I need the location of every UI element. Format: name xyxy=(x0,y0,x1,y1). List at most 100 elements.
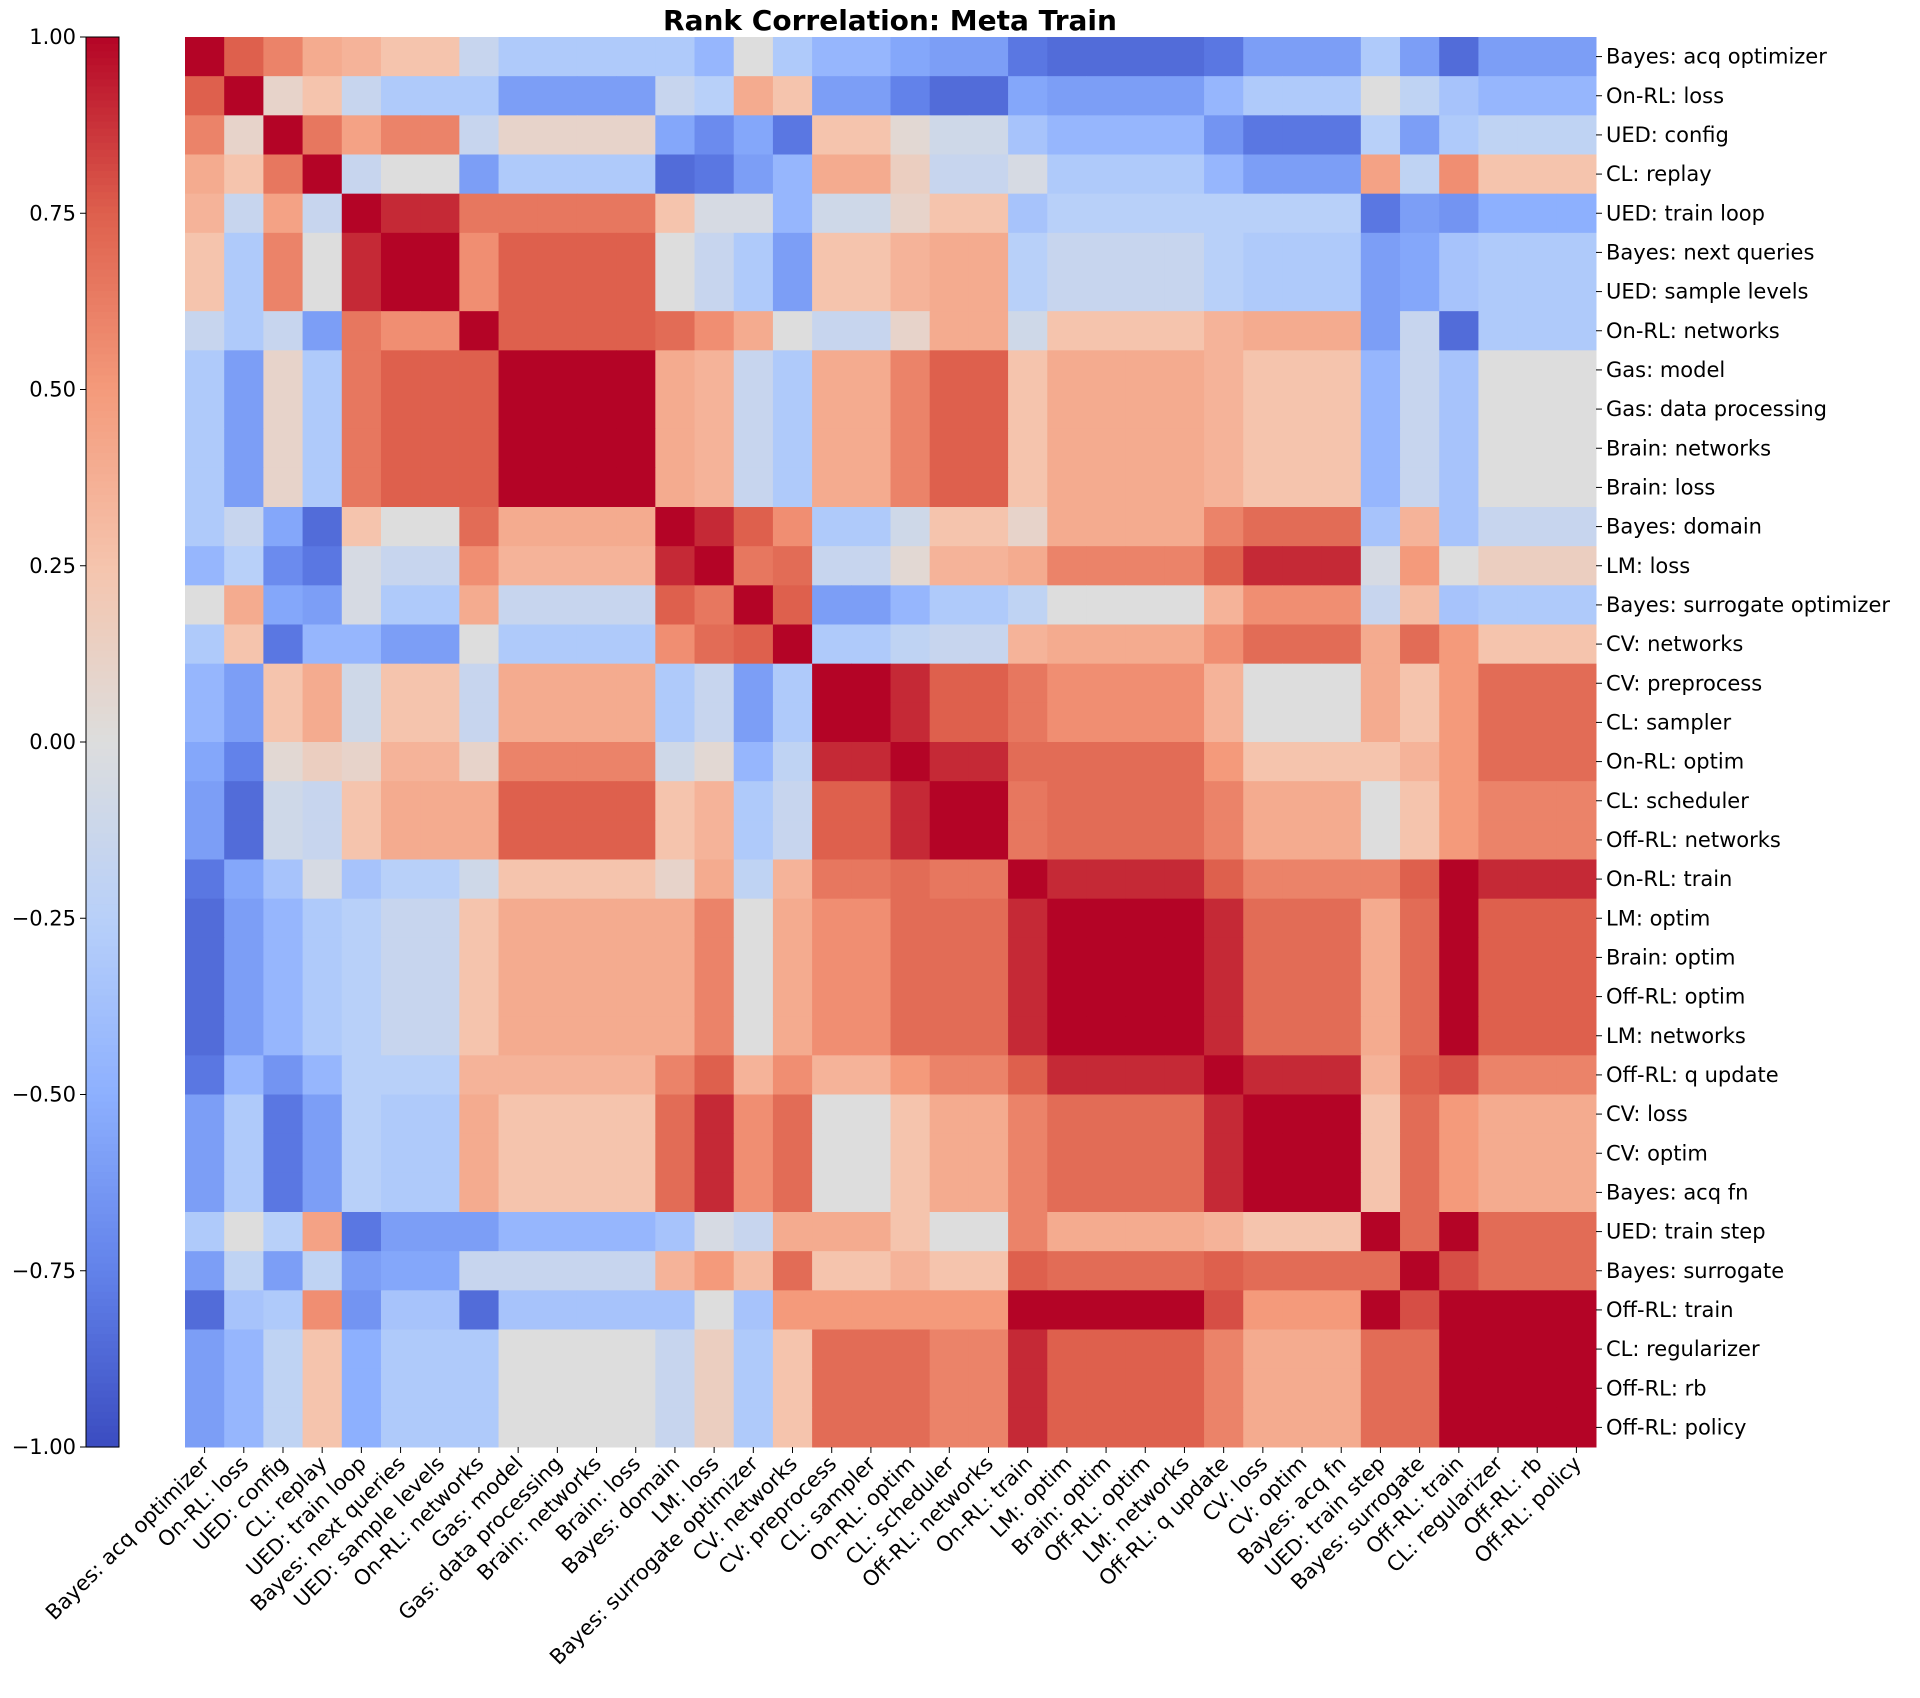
heatmap-cell xyxy=(185,546,225,586)
heatmap-cell xyxy=(1360,1407,1401,1448)
heatmap-cell xyxy=(263,76,304,116)
heatmap-cell xyxy=(1243,781,1283,821)
heatmap-cell xyxy=(1164,937,1205,978)
heatmap-cell xyxy=(224,428,264,469)
heatmap-cell xyxy=(1125,781,1166,821)
row-label: Brain: networks xyxy=(1606,436,1771,460)
heatmap-cell xyxy=(968,1212,1009,1252)
heatmap-cell xyxy=(655,350,696,390)
heatmap-cell xyxy=(1204,272,1244,312)
heatmap-cell xyxy=(616,1133,656,1174)
heatmap-cell xyxy=(929,1133,970,1174)
heatmap-cell xyxy=(1047,115,1087,155)
heatmap-cell xyxy=(733,1133,774,1174)
heatmap-cell xyxy=(655,820,696,860)
heatmap-cell xyxy=(1360,507,1401,547)
row-label: Gas: data processing xyxy=(1606,397,1827,421)
heatmap-cell xyxy=(1047,624,1087,665)
heatmap-cell xyxy=(772,1407,813,1448)
heatmap-cell xyxy=(1008,1290,1048,1330)
heatmap-cell xyxy=(380,859,421,900)
heatmap-cell xyxy=(263,232,304,273)
heatmap-cell xyxy=(1008,937,1048,978)
heatmap-cell xyxy=(1439,115,1479,155)
heatmap-cell xyxy=(185,1407,225,1448)
colorbar-segment xyxy=(86,1122,119,1131)
colorbar-segment xyxy=(86,805,119,814)
heatmap-cell xyxy=(1008,311,1048,351)
heatmap-cell xyxy=(498,1329,539,1370)
heatmap-cell xyxy=(1478,232,1519,273)
heatmap-cell xyxy=(498,859,539,900)
colorbar-tick-label: 1.00 xyxy=(29,25,76,49)
heatmap-cell xyxy=(1360,859,1401,900)
heatmap-cell xyxy=(655,1329,696,1370)
colorbar-segment xyxy=(86,1136,119,1145)
colorbar-segment xyxy=(86,551,119,560)
heatmap-cell xyxy=(851,1329,891,1370)
heatmap-cell xyxy=(929,37,970,77)
colorbar-segment xyxy=(86,311,119,320)
heatmap-cell xyxy=(224,1133,264,1174)
heatmap-cell xyxy=(1086,820,1127,860)
heatmap-cell xyxy=(1164,1016,1205,1056)
heatmap-cell xyxy=(341,311,382,351)
heatmap-cell xyxy=(1047,859,1087,900)
heatmap-cell xyxy=(694,1407,735,1448)
heatmap-cell xyxy=(1321,1329,1362,1370)
heatmap-cell xyxy=(420,1016,460,1056)
heatmap-cell xyxy=(1478,742,1519,782)
heatmap-cell xyxy=(1008,1212,1048,1252)
heatmap-cell xyxy=(1517,1329,1558,1370)
colorbar-segment xyxy=(86,1002,119,1011)
heatmap-cell xyxy=(224,76,264,116)
heatmap-cell xyxy=(302,76,343,116)
heatmap-cell xyxy=(1125,937,1166,978)
heatmap-cell xyxy=(224,193,264,234)
heatmap-cell xyxy=(1086,1094,1127,1135)
heatmap-cell xyxy=(694,1251,735,1291)
heatmap-cell xyxy=(224,898,264,939)
heatmap-cell xyxy=(185,1094,225,1135)
heatmap-cell xyxy=(341,1094,382,1135)
heatmap-cell xyxy=(185,585,225,625)
heatmap-cell xyxy=(929,1251,970,1291)
heatmap-cell xyxy=(1204,742,1244,782)
heatmap-cell xyxy=(1125,389,1166,430)
colorbar-tick-label: −1.00 xyxy=(12,1435,76,1459)
heatmap-cell xyxy=(224,272,264,312)
heatmap-cell xyxy=(1478,1290,1519,1330)
heatmap-cell xyxy=(537,507,578,547)
heatmap-cell xyxy=(733,1172,774,1213)
heatmap-cell xyxy=(655,859,696,900)
heatmap-cell xyxy=(851,585,891,625)
heatmap-cell xyxy=(772,781,813,821)
colorbar-segment xyxy=(86,586,119,595)
heatmap-cell xyxy=(1125,76,1166,116)
heatmap-cell xyxy=(694,937,735,978)
heatmap-cell xyxy=(263,272,304,312)
heatmap-cell xyxy=(1360,428,1401,469)
heatmap-cell xyxy=(380,1407,421,1448)
heatmap-cell xyxy=(263,389,304,430)
heatmap-cell xyxy=(851,546,891,586)
heatmap-cell xyxy=(929,467,970,508)
heatmap-cell xyxy=(1478,1016,1519,1056)
heatmap-cell xyxy=(1556,546,1597,586)
heatmap-cell xyxy=(498,663,539,704)
heatmap-cell xyxy=(1321,428,1362,469)
heatmap-cell xyxy=(1008,1055,1048,1095)
heatmap-cell xyxy=(498,624,539,665)
heatmap-cell xyxy=(224,546,264,586)
heatmap-cell xyxy=(851,937,891,978)
heatmap-cell xyxy=(616,977,656,1017)
heatmap-cell xyxy=(851,467,891,508)
heatmap-cell xyxy=(498,76,539,116)
heatmap-cell xyxy=(616,1172,656,1213)
heatmap-cell xyxy=(1282,1368,1323,1409)
heatmap-cell xyxy=(1478,1251,1519,1291)
heatmap-cell xyxy=(576,702,617,743)
heatmap-cell xyxy=(420,232,460,273)
